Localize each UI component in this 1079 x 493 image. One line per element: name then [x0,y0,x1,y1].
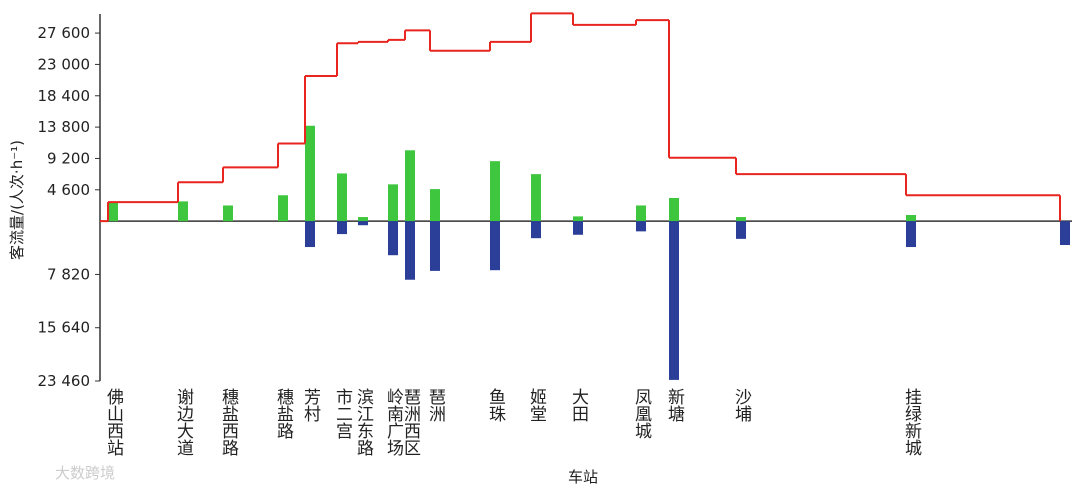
bar [178,201,188,222]
bar [388,184,398,222]
bar [388,221,398,256]
bar [906,221,916,248]
x-tick-label: 沙埔 [731,388,752,422]
y-axis-title: 客流量/(人次·h⁻¹) [8,140,26,260]
bar [278,195,288,222]
bar [736,221,746,239]
x-tick-label: 岭南广场 [383,388,404,457]
bar [108,202,118,222]
x-tick-label: 大田 [568,388,589,422]
bar [358,217,368,222]
y-tick-label: 23 000 [38,55,91,73]
bar [906,215,916,222]
bar [305,221,315,248]
y-tick-label: 27 600 [38,24,91,42]
x-tick-label: 凤凰城 [631,388,652,439]
x-tick-label: 琶洲西区 [400,388,421,456]
x-tick-label: 穗盐西路 [218,388,239,456]
x-tick-label: 新塘 [664,388,685,422]
bar [573,216,583,222]
x-tick-label: 鱼珠 [485,388,506,422]
y-tick-label: 13 800 [38,118,91,136]
bar [736,217,746,222]
x-axis-title: 车站 [568,468,598,486]
bar [531,174,541,222]
y-tick-label: 7 820 [47,265,90,283]
y-tick-label: 9 200 [47,149,90,167]
bar [358,221,368,226]
y-tick-label: 15 640 [38,319,91,337]
bar [490,221,500,271]
x-tick-label: 穗盐路 [273,388,294,439]
bar [337,221,347,235]
bar [337,173,347,222]
y-tick-label: 23 460 [38,372,91,390]
bar [669,197,679,222]
bar [636,221,646,232]
bar [223,205,233,222]
bar [305,125,315,222]
bar [1060,221,1070,245]
bar [430,221,440,271]
x-tick-label: 市二宫 [332,388,353,439]
x-tick-label: 滨江东路 [353,388,374,456]
bar [405,221,415,280]
bar [531,221,541,239]
x-tick-label: 芳村 [300,388,321,422]
x-tick-label: 挂绿新城 [901,388,922,456]
y-tick-label: 18 400 [38,87,91,105]
y-tick-label: 4 600 [47,181,90,199]
x-tick-label: 谢边大道 [173,388,194,456]
bar [405,150,415,222]
watermark: 大数跨境 [55,464,115,482]
x-tick-label: 佛山西站 [103,388,124,456]
bar [573,221,583,235]
bar [430,189,440,222]
bar [490,161,500,222]
bar [669,221,679,380]
x-tick-label: 姬堂 [526,388,547,422]
bar [636,205,646,222]
x-tick-label: 琶洲 [425,388,446,422]
